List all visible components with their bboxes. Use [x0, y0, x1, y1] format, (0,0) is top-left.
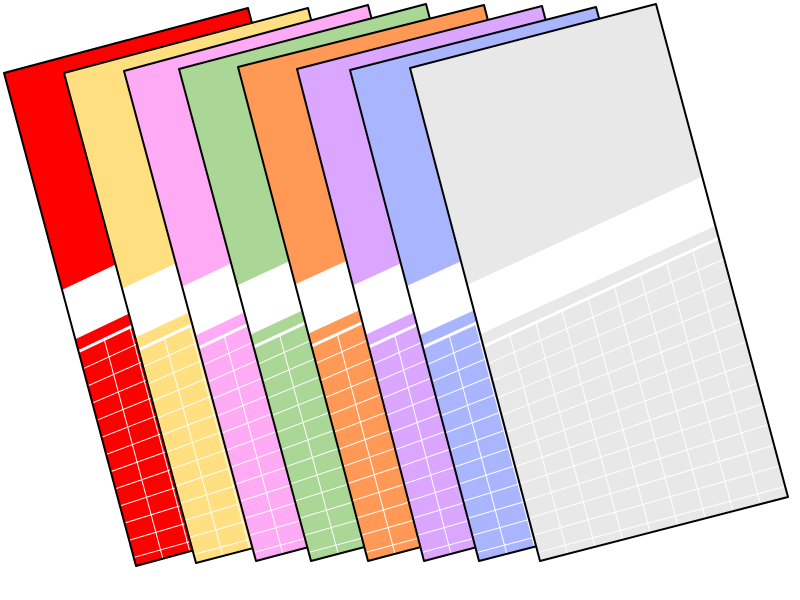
grid-column-line — [665, 262, 734, 512]
sheet-separator-line — [482, 236, 720, 348]
grid-row-line — [533, 465, 780, 536]
grid-column-line — [561, 310, 624, 540]
grid-column-line — [223, 335, 284, 555]
grid-column-line — [163, 337, 224, 557]
grid-column-line — [448, 335, 508, 555]
grid-row-line — [510, 361, 753, 450]
grid-row-line — [496, 299, 736, 399]
grey-sheet — [409, 3, 789, 562]
sheet-fill — [410, 4, 788, 561]
grid-row-line — [501, 320, 742, 416]
sheet-grid — [487, 250, 786, 555]
grid-column-line — [103, 339, 164, 559]
grid-column-line — [279, 334, 339, 555]
sheet-outline — [409, 3, 789, 562]
grid-column-line — [639, 274, 706, 519]
sheet-white-band — [467, 176, 716, 335]
grid-column-line — [129, 326, 191, 552]
grid-column-line — [509, 334, 569, 555]
grid-column-line — [474, 323, 536, 547]
grid-column-line — [692, 250, 761, 505]
grid-row-line — [537, 486, 786, 553]
grid-row-line — [519, 403, 764, 485]
grid-row-line — [528, 444, 775, 519]
grid-row-line — [524, 424, 769, 502]
grid-row-line — [492, 279, 730, 382]
grid-column-line — [535, 322, 596, 547]
grid-column-line — [394, 334, 452, 555]
grid-column-line — [189, 325, 251, 550]
grid-row-line — [514, 382, 758, 468]
grid-column-line — [336, 334, 396, 555]
grid-column-line — [587, 298, 651, 533]
grid-column-line — [613, 286, 679, 526]
grid-row-line — [505, 341, 747, 433]
grid-row-line — [487, 258, 725, 365]
